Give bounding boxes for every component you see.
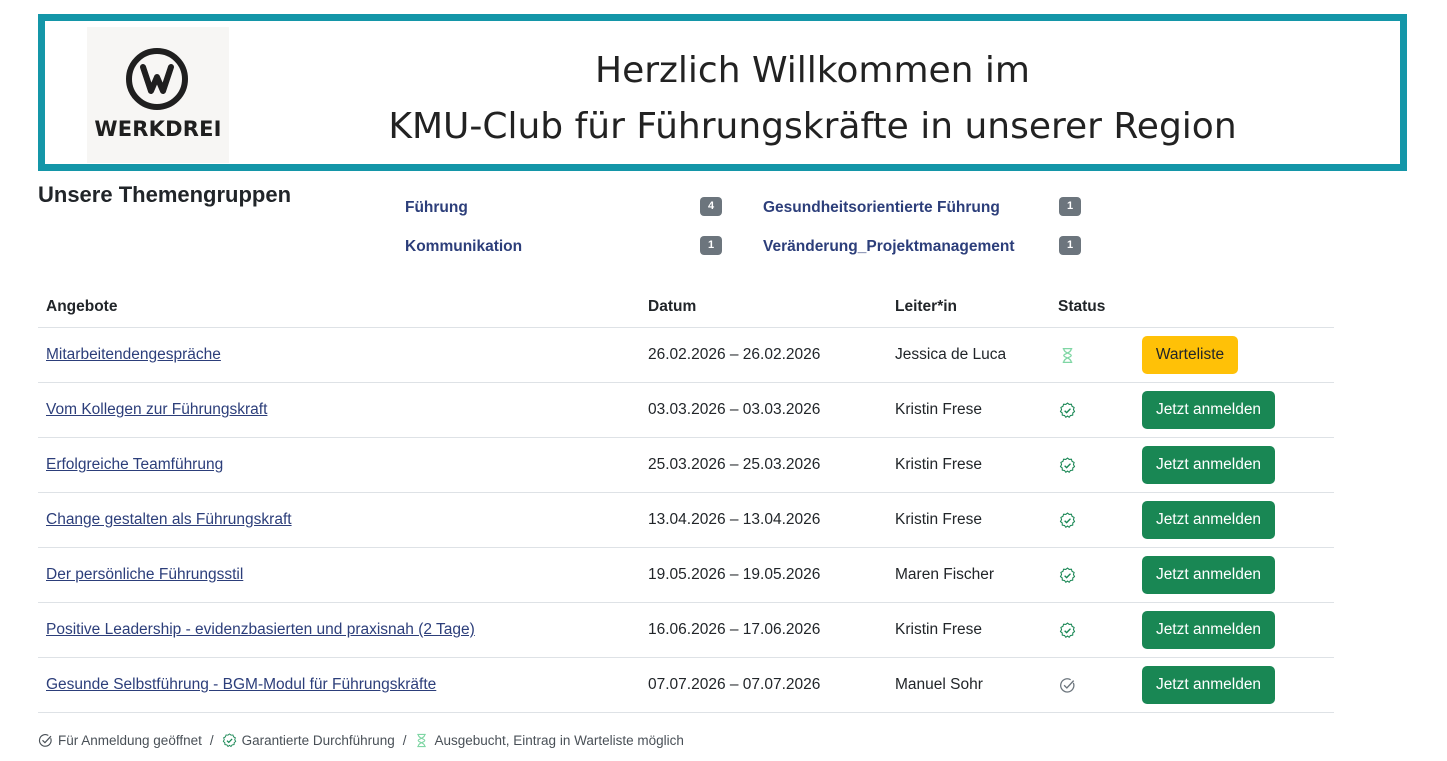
topic-count-badge: 4 xyxy=(700,197,722,216)
register-button[interactable]: Jetzt anmelden xyxy=(1142,501,1275,539)
guaranteed-check-icon xyxy=(1059,457,1076,474)
guaranteed-check-icon xyxy=(1059,567,1076,584)
offer-leader: Kristin Frese xyxy=(895,456,982,473)
register-button[interactable]: Jetzt anmelden xyxy=(1142,611,1275,649)
register-button[interactable]: Jetzt anmelden xyxy=(1142,666,1275,704)
offer-leader: Maren Fischer xyxy=(895,566,995,583)
table-row: Mitarbeitendengespräche 26.02.2026 – 26.… xyxy=(38,328,1334,383)
offer-date: 07.07.2026 – 07.07.2026 xyxy=(648,676,821,693)
offer-leader: Kristin Frese xyxy=(895,621,982,638)
header-date: Datum xyxy=(648,298,697,315)
werkdrei-logo[interactable]: WERKDREI xyxy=(87,27,229,163)
welcome-banner: WERKDREI Herzlich Willkommen im KMU-Club… xyxy=(38,14,1407,171)
groups-heading: Unsere Themengruppen xyxy=(38,182,292,207)
header-leader: Leiter*in xyxy=(895,298,958,315)
offer-link[interactable]: Positive Leadership - evidenzbasierten u… xyxy=(46,621,475,638)
topic-link-fuehrung[interactable]: Führung xyxy=(405,199,468,216)
legend-open: Für Anmeldung geöffnet xyxy=(38,733,202,748)
offer-date: 03.03.2026 – 03.03.2026 xyxy=(648,401,821,418)
table-row: Der persönliche Führungsstil 19.05.2026 … xyxy=(38,548,1334,603)
banner-title: Herzlich Willkommen im KMU-Club für Führ… xyxy=(245,43,1380,155)
header-status: Status xyxy=(1058,298,1106,315)
legend-separator: / xyxy=(209,733,214,748)
register-button[interactable]: Jetzt anmelden xyxy=(1142,391,1275,429)
offer-leader: Kristin Frese xyxy=(895,511,982,528)
guaranteed-check-icon xyxy=(222,733,236,748)
offer-leader: Kristin Frese xyxy=(895,401,982,418)
hourglass-icon xyxy=(1062,347,1073,364)
table-header: Angebote Datum Leiter*in Status xyxy=(38,287,1334,328)
topic-link-kommunikation[interactable]: Kommunikation xyxy=(405,238,523,255)
legend-separator: / xyxy=(402,733,407,748)
guaranteed-check-icon xyxy=(1059,512,1076,529)
guaranteed-check-icon xyxy=(1059,622,1076,639)
table-row: Change gestalten als Führungskraft 13.04… xyxy=(38,493,1334,548)
offer-leader: Manuel Sohr xyxy=(895,676,983,693)
offer-date: 26.02.2026 – 26.02.2026 xyxy=(648,346,821,363)
status-legend: Für Anmeldung geöffnet / Garantierte Dur… xyxy=(38,733,684,748)
offers-table: Angebote Datum Leiter*in Status Mitarbei… xyxy=(38,287,1334,713)
register-button[interactable]: Jetzt anmelden xyxy=(1142,556,1275,594)
table-row: Erfolgreiche Teamführung 25.03.2026 – 25… xyxy=(38,438,1334,493)
banner-title-line1: Herzlich Willkommen im xyxy=(595,50,1030,91)
offer-date: 19.05.2026 – 19.05.2026 xyxy=(648,566,821,583)
offer-date: 25.03.2026 – 25.03.2026 xyxy=(648,456,821,473)
open-check-icon xyxy=(38,734,52,747)
open-check-icon xyxy=(1060,678,1075,693)
topic-link-veraenderung-projektmanagement[interactable]: Veränderung_Projektmanagement xyxy=(763,238,1015,255)
topic-link-gesundheitsorientierte-fuehrung[interactable]: Gesundheitsorientierte Führung xyxy=(763,199,1000,216)
legend-guaranteed-label: Garantierte Durchführung xyxy=(241,733,395,748)
topic-count-badge: 1 xyxy=(700,236,722,255)
offer-date: 16.06.2026 – 17.06.2026 xyxy=(648,621,821,638)
banner-title-line2: KMU-Club für Führungskräfte in unserer R… xyxy=(388,106,1237,147)
legend-waitlist: Ausgebucht, Eintrag in Warteliste möglic… xyxy=(414,733,684,748)
werkdrei-logo-mark-icon xyxy=(126,48,188,110)
hourglass-icon xyxy=(417,733,427,748)
offer-link[interactable]: Change gestalten als Führungskraft xyxy=(46,511,292,528)
logo-text: WERKDREI xyxy=(94,117,222,141)
offer-link[interactable]: Der persönliche Führungsstil xyxy=(46,566,244,583)
table-row: Vom Kollegen zur Führungskraft 03.03.202… xyxy=(38,383,1334,438)
register-button[interactable]: Jetzt anmelden xyxy=(1142,446,1275,484)
topic-count-badge: 1 xyxy=(1059,236,1081,255)
table-row: Positive Leadership - evidenzbasierten u… xyxy=(38,603,1334,658)
table-row: Gesunde Selbstführung - BGM-Modul für Fü… xyxy=(38,658,1334,713)
header-offers: Angebote xyxy=(46,298,118,315)
offer-leader: Jessica de Luca xyxy=(895,346,1007,363)
offer-link[interactable]: Erfolgreiche Teamführung xyxy=(46,456,224,473)
legend-guaranteed: Garantierte Durchführung xyxy=(222,733,395,748)
offer-link[interactable]: Mitarbeitendengespräche xyxy=(46,346,221,363)
guaranteed-check-icon xyxy=(1059,402,1076,419)
topic-count-badge: 1 xyxy=(1059,197,1081,216)
offer-link[interactable]: Vom Kollegen zur Führungskraft xyxy=(46,401,268,418)
legend-waitlist-label: Ausgebucht, Eintrag in Warteliste möglic… xyxy=(434,733,684,748)
legend-open-label: Für Anmeldung geöffnet xyxy=(58,733,202,748)
waitlist-button[interactable]: Warteliste xyxy=(1142,336,1238,374)
offer-link[interactable]: Gesunde Selbstführung - BGM-Modul für Fü… xyxy=(46,676,437,693)
offer-date: 13.04.2026 – 13.04.2026 xyxy=(648,511,821,528)
